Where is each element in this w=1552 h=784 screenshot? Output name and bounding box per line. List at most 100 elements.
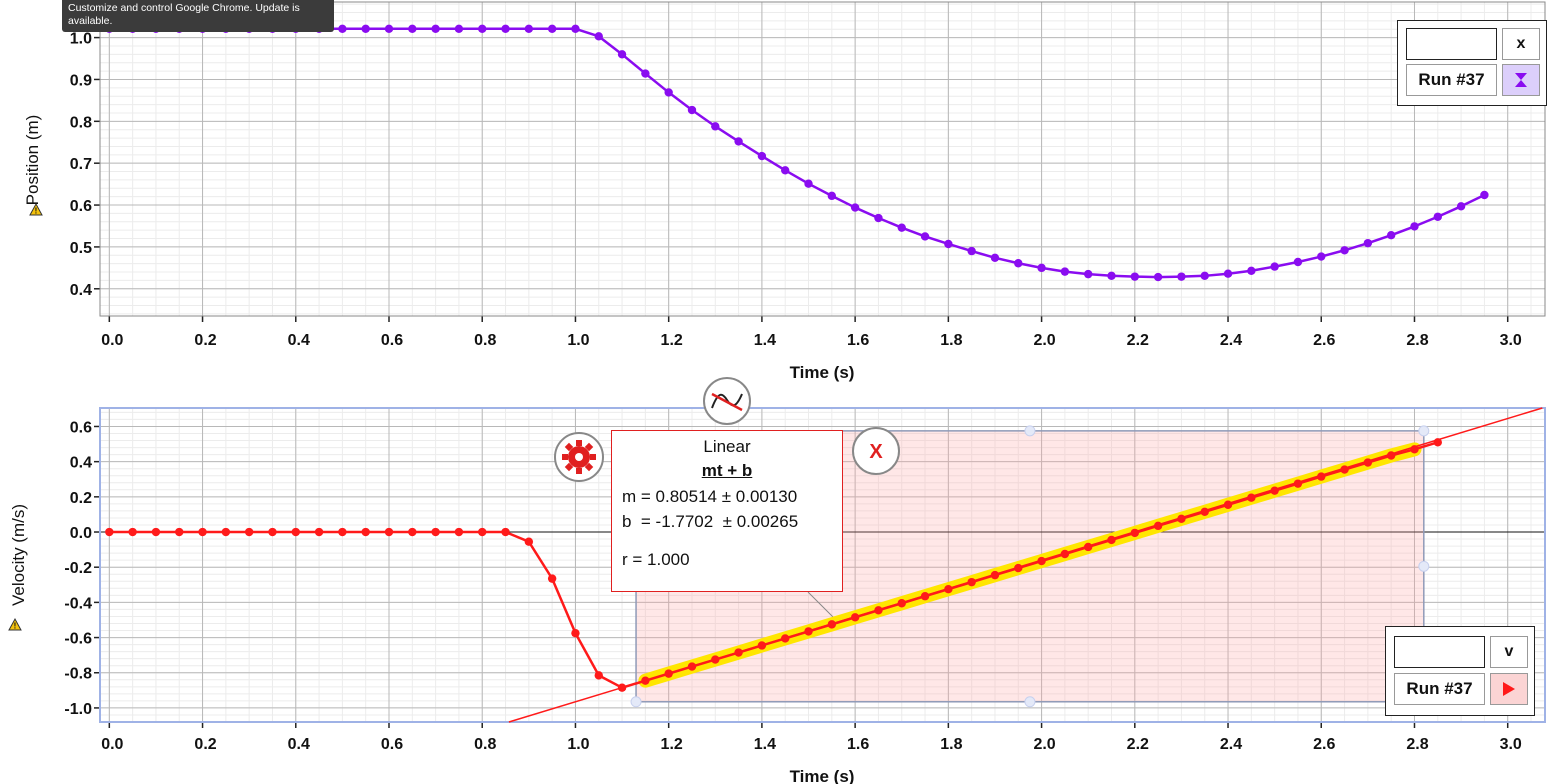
velocity-data-point (990, 570, 1000, 580)
velocity-data-point (454, 527, 464, 537)
fit-intercept: b = -1.7702 ± 0.00265 (622, 512, 799, 531)
position-y-tick-label: 0.6 (70, 198, 92, 215)
svg-text:!: ! (35, 207, 38, 216)
velocity-data-point (244, 527, 254, 537)
position-data-point (1014, 259, 1023, 268)
velocity-data-point (1340, 465, 1349, 474)
position-data-point (664, 88, 673, 97)
position-data-point (1130, 272, 1140, 281)
position-data-point (571, 24, 580, 33)
position-x-tick-label: 3.0 (1500, 332, 1522, 349)
velocity-data-point (1153, 521, 1163, 531)
position-data-point (1456, 202, 1466, 211)
run-37-label-velocity[interactable]: Run #37 (1394, 673, 1485, 705)
position-data-point (711, 122, 720, 131)
position-data-point (408, 24, 417, 33)
column-v-button[interactable]: v (1490, 636, 1528, 668)
position-axis-title: Position (m) (23, 115, 42, 206)
legend-position: x Run #37 (1397, 20, 1547, 106)
remove-fit-button[interactable]: X (852, 427, 900, 475)
position-data-point (1270, 262, 1279, 271)
velocity-data-point (734, 648, 743, 657)
velocity-data-point (1037, 556, 1046, 566)
position-data-point (617, 50, 627, 59)
selection-handle (1418, 560, 1430, 572)
velocity-y-tick-label: 0.6 (70, 419, 92, 436)
position-data-point (1480, 190, 1489, 200)
velocity-data-point (897, 599, 906, 608)
velocity-y-tick-label: -0.8 (64, 666, 92, 683)
position-data-point (547, 24, 557, 33)
velocity-x-tick-label: 2.0 (1033, 736, 1055, 753)
position-x-tick-label: 0.2 (194, 332, 216, 349)
velocity-data-point (175, 527, 184, 537)
fit-options-button[interactable] (554, 432, 604, 482)
position-data-point (454, 24, 464, 33)
velocity-plot-frame (99, 407, 1546, 723)
position-data-point (1363, 238, 1373, 248)
position-data-point (757, 151, 767, 161)
velocity-data-point (594, 671, 603, 680)
velocity-data-point (268, 527, 277, 537)
velocity-x-tick-label: 0.6 (381, 736, 403, 753)
linear-fit-result[interactable]: Linear mt + b m = 0.80514 ± 0.00130 b = … (611, 430, 843, 592)
position-x-tick-label: 2.0 (1033, 332, 1055, 349)
position-data-point (1200, 271, 1209, 281)
position-plot-background (100, 2, 1545, 316)
curve-fit-button[interactable] (703, 377, 751, 425)
run-37-label-position[interactable]: Run #37 (1406, 64, 1497, 96)
legend-velocity: v Run #37 (1385, 626, 1535, 716)
velocity-data-point (128, 527, 137, 537)
velocity-data-point (361, 527, 370, 537)
position-data-point (1037, 263, 1046, 273)
fit-equation: mt + b (701, 461, 753, 480)
position-data-point (944, 239, 953, 249)
position-data-point (1317, 252, 1326, 261)
legend-velocity-field[interactable] (1394, 636, 1485, 668)
position-data-point (1223, 269, 1233, 278)
position-y-tick-label: 0.7 (70, 156, 92, 173)
position-data-point (594, 32, 603, 41)
velocity-data-point (105, 527, 114, 537)
velocity-x-tick-label: 2.2 (1127, 736, 1149, 753)
position-x-tick-label: 1.6 (847, 332, 869, 349)
legend-position-field[interactable] (1406, 28, 1497, 60)
position-data-point (431, 24, 440, 33)
fit-correlation: r = 1.000 (622, 550, 690, 569)
position-data-point (1410, 222, 1419, 231)
velocity-data-point (850, 613, 860, 622)
position-x-tick-label: 2.2 (1127, 332, 1149, 349)
velocity-y-tick-label: 0.4 (70, 455, 92, 472)
velocity-data-point (1200, 507, 1209, 516)
column-x-button[interactable]: x (1502, 28, 1540, 60)
velocity-data-point (1270, 486, 1279, 495)
run-color-button-position[interactable] (1502, 64, 1540, 96)
position-data-point (1386, 230, 1396, 240)
tooltip-text: Customize and control Google Chrome. Upd… (68, 2, 300, 27)
x-axis-label-position: Time (s) (790, 363, 855, 382)
position-data-point (920, 232, 930, 241)
close-icon: X (869, 441, 883, 463)
run-label: Run #37 (1418, 70, 1485, 89)
position-data-point (781, 166, 790, 175)
velocity-data-point (664, 669, 673, 678)
velocity-x-tick-label: 3.0 (1500, 736, 1522, 753)
velocity-x-tick-label: 2.6 (1313, 736, 1335, 753)
velocity-data-point (1386, 451, 1396, 460)
velocity-data-point (711, 655, 720, 664)
velocity-data-point (501, 527, 510, 537)
run-color-button-velocity[interactable] (1490, 673, 1528, 705)
velocity-data-point (524, 537, 534, 546)
position-x-tick-label: 2.6 (1313, 332, 1335, 349)
velocity-data-point (1107, 535, 1116, 545)
run-label: Run #37 (1406, 679, 1473, 698)
play-icon (1503, 682, 1515, 696)
position-x-tick-label: 0.4 (288, 332, 310, 349)
warning-icon: ! (8, 617, 22, 631)
velocity-data-point (221, 527, 231, 537)
velocity-data-point (1433, 438, 1442, 447)
svg-text:!: ! (14, 622, 17, 631)
velocity-data-point (291, 527, 300, 537)
velocity-data-point (1363, 458, 1373, 467)
position-data-point (641, 69, 650, 78)
